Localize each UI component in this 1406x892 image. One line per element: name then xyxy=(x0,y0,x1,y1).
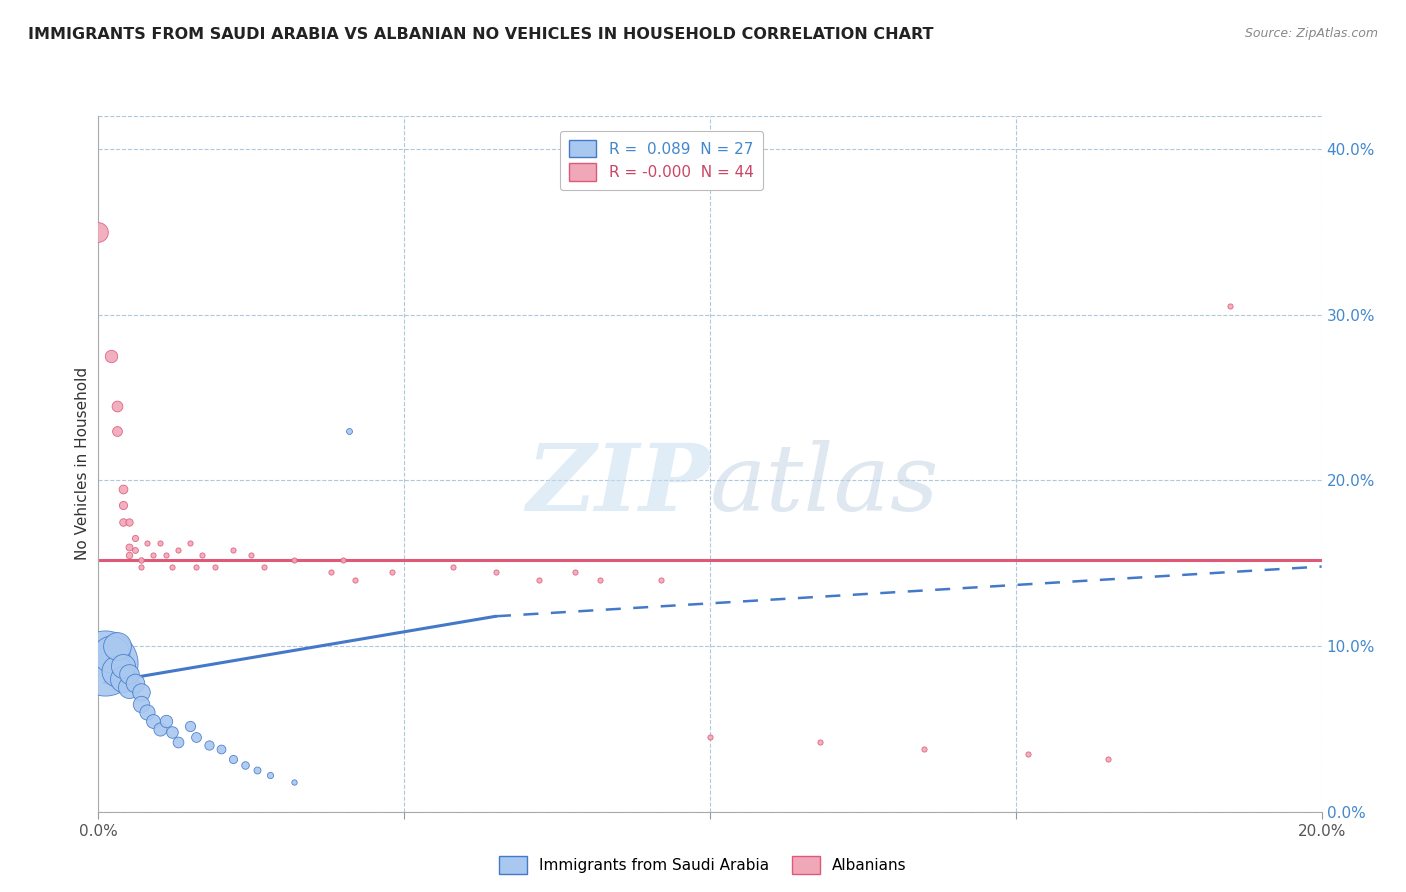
Point xyxy=(204,559,226,574)
Point xyxy=(233,758,256,772)
Point xyxy=(1097,752,1119,766)
Text: atlas: atlas xyxy=(710,440,939,530)
Point xyxy=(149,536,172,550)
Point xyxy=(808,735,831,749)
Point xyxy=(111,498,134,512)
Legend: R =  0.089  N = 27, R = -0.000  N = 44: R = 0.089 N = 27, R = -0.000 N = 44 xyxy=(560,130,762,190)
Point xyxy=(179,536,201,550)
Point xyxy=(209,741,232,756)
Point xyxy=(589,573,612,587)
Point xyxy=(155,548,177,562)
Point xyxy=(87,225,110,239)
Y-axis label: No Vehicles in Household: No Vehicles in Household xyxy=(75,368,90,560)
Point xyxy=(246,764,269,778)
Text: Source: ZipAtlas.com: Source: ZipAtlas.com xyxy=(1244,27,1378,40)
Point xyxy=(93,656,115,670)
Point xyxy=(155,714,177,728)
Point xyxy=(1219,300,1241,314)
Point xyxy=(105,424,128,438)
Point xyxy=(129,559,152,574)
Point xyxy=(124,675,146,690)
Point xyxy=(259,768,281,782)
Point xyxy=(564,565,586,579)
Point xyxy=(111,515,134,529)
Point xyxy=(197,739,219,753)
Point xyxy=(191,548,214,562)
Point xyxy=(252,559,274,574)
Point xyxy=(111,659,134,673)
Point xyxy=(381,565,404,579)
Point xyxy=(105,399,128,413)
Point xyxy=(240,548,263,562)
Point xyxy=(111,672,134,686)
Point xyxy=(485,565,508,579)
Point xyxy=(136,706,159,720)
Point xyxy=(105,664,128,678)
Point xyxy=(527,573,550,587)
Point xyxy=(129,697,152,711)
Point xyxy=(1017,747,1039,761)
Point xyxy=(222,752,245,766)
Point xyxy=(186,730,208,744)
Point xyxy=(699,730,721,744)
Point xyxy=(149,722,172,736)
Point xyxy=(118,540,141,554)
Point xyxy=(167,543,190,558)
Point xyxy=(124,532,146,546)
Point xyxy=(118,548,141,562)
Point xyxy=(118,515,141,529)
Point xyxy=(332,553,354,567)
Point xyxy=(124,543,146,558)
Point xyxy=(186,559,208,574)
Point xyxy=(912,741,935,756)
Point xyxy=(160,725,183,739)
Point xyxy=(129,685,152,699)
Point xyxy=(118,681,141,695)
Point xyxy=(142,548,165,562)
Point xyxy=(344,573,367,587)
Point xyxy=(105,639,128,653)
Point xyxy=(118,667,141,681)
Text: IMMIGRANTS FROM SAUDI ARABIA VS ALBANIAN NO VEHICLES IN HOUSEHOLD CORRELATION CH: IMMIGRANTS FROM SAUDI ARABIA VS ALBANIAN… xyxy=(28,27,934,42)
Point xyxy=(179,718,201,732)
Point xyxy=(160,559,183,574)
Point xyxy=(100,349,122,363)
Text: ZIP: ZIP xyxy=(526,440,710,530)
Point xyxy=(283,553,305,567)
Point xyxy=(142,714,165,728)
Point xyxy=(111,482,134,496)
Point xyxy=(441,559,464,574)
Point xyxy=(337,424,360,438)
Point xyxy=(136,536,159,550)
Point xyxy=(167,735,190,749)
Point xyxy=(650,573,672,587)
Point xyxy=(100,648,122,662)
Point xyxy=(129,553,152,567)
Point xyxy=(222,543,245,558)
Legend: Immigrants from Saudi Arabia, Albanians: Immigrants from Saudi Arabia, Albanians xyxy=(494,850,912,880)
Point xyxy=(319,565,342,579)
Point xyxy=(283,775,305,789)
